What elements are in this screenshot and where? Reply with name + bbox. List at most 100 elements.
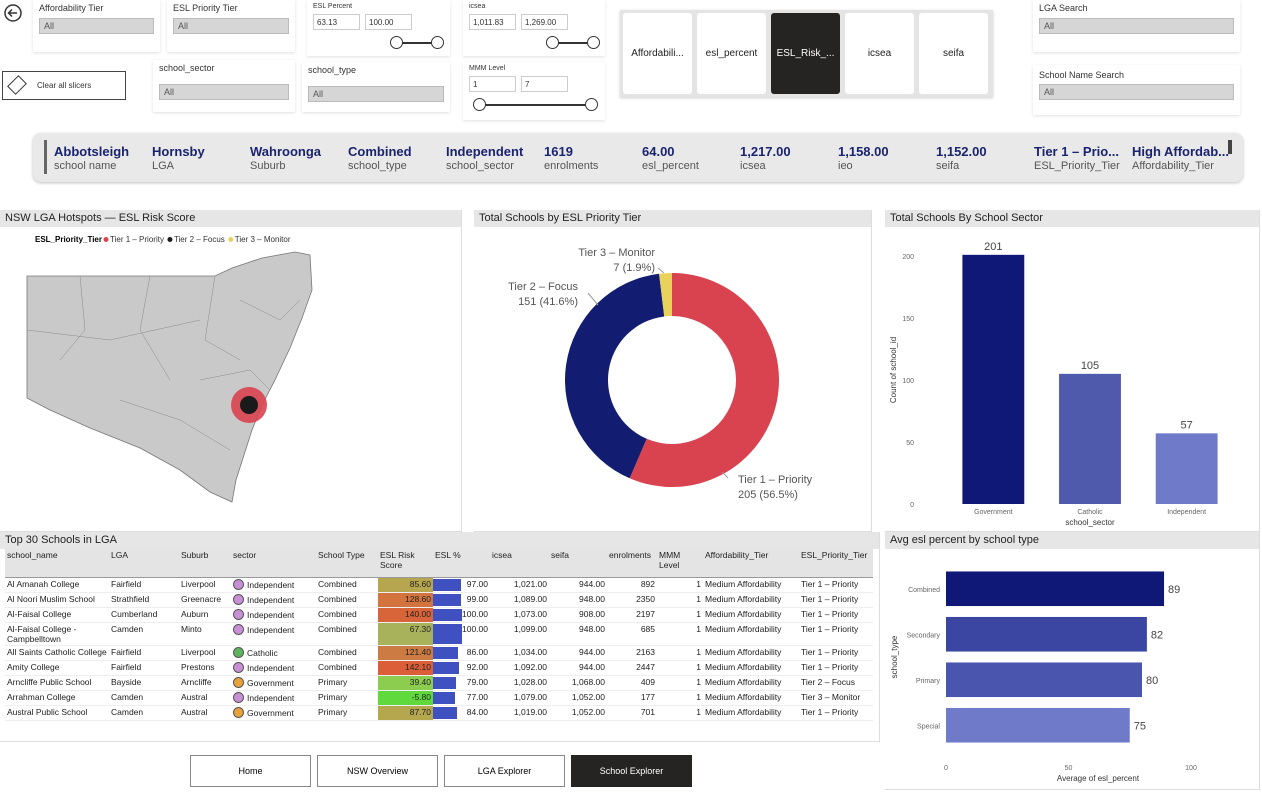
- table-row[interactable]: Al Noori Muslim School Strathfield Greenac…: [5, 592, 873, 608]
- cell-text: Tier 3 – Monitor: [801, 692, 861, 702]
- column-header[interactable]: sector: [231, 549, 316, 578]
- card-label: seifa: [936, 160, 960, 172]
- range-min[interactable]: 63.13: [313, 14, 360, 30]
- table-cell: 1: [657, 607, 703, 623]
- column-header[interactable]: icsea: [490, 549, 549, 578]
- clear-slicers-button[interactable]: Clear all slicers: [2, 71, 126, 100]
- column-header[interactable]: seifa: [549, 549, 607, 578]
- column-header[interactable]: Affordability_Tier: [703, 549, 799, 578]
- nav-button[interactable]: Home: [190, 755, 311, 787]
- slicer-dropdown[interactable]: All: [308, 86, 444, 102]
- cell-text: Arncliffe Public School: [7, 677, 92, 687]
- column-header[interactable]: ESL Risk Score: [378, 549, 433, 578]
- range-handle[interactable]: [431, 36, 444, 49]
- sector-icon: [233, 594, 244, 605]
- column-header[interactable]: ESL %: [433, 549, 490, 578]
- x-axis-label: Average of esl_percent: [1057, 774, 1140, 783]
- cell-text: Medium Affordability: [705, 677, 782, 687]
- panel-title: NSW LGA Hotspots — ESL Risk Score: [0, 210, 461, 227]
- slicer-title: icsea: [469, 3, 486, 10]
- table-row[interactable]: All Saints Catholic College Fairfield Live…: [5, 645, 873, 661]
- table-cell: Fairfield: [109, 645, 179, 661]
- data-bar: [433, 707, 457, 719]
- slicer-dropdown[interactable]: All: [173, 18, 289, 34]
- legend-dot: [167, 237, 173, 242]
- field-button[interactable]: ESL_Risk_...: [771, 13, 840, 94]
- card-label: ieo: [838, 160, 853, 172]
- table-cell: 142.10: [378, 660, 433, 676]
- column-header[interactable]: ESL_Priority_Tier: [799, 549, 873, 578]
- card-value: Independent: [446, 144, 524, 159]
- table-row[interactable]: Al-Faisal College Cumberland Auburn Indepen…: [5, 607, 873, 623]
- table-cell: Combined: [316, 645, 378, 661]
- column-header[interactable]: LGA: [109, 549, 179, 578]
- field-button[interactable]: esl_percent: [697, 13, 766, 94]
- nav-button[interactable]: LGA Explorer: [444, 755, 565, 787]
- table-row[interactable]: Amity College Fairfield Prestons Independen…: [5, 660, 873, 676]
- table-cell: Liverpool: [179, 645, 231, 661]
- slicer-dropdown[interactable]: All: [1039, 84, 1234, 100]
- table-row[interactable]: Al-Faisal College - Campbelltown Camden Mi…: [5, 622, 873, 646]
- table-cell: 92.00: [433, 660, 490, 676]
- table-cell: Greenacre: [179, 592, 231, 608]
- range-max[interactable]: 100.00: [365, 14, 412, 30]
- data-bar: [433, 647, 458, 659]
- range-min[interactable]: 1: [469, 76, 516, 92]
- cell-text: Catholic: [247, 648, 278, 658]
- bar: [946, 616, 1147, 652]
- cell-text: Independent: [247, 625, 295, 635]
- range-min[interactable]: 1,011.83: [469, 14, 516, 30]
- nav-button[interactable]: NSW Overview: [317, 755, 438, 787]
- slicer-dropdown[interactable]: All: [1039, 18, 1234, 34]
- field-button[interactable]: icsea: [845, 13, 914, 94]
- y-axis-label: Count of school_id: [889, 337, 898, 403]
- table-row[interactable]: Austral Public School Camden Austral Govern…: [5, 705, 873, 721]
- table-cell: Austral: [179, 690, 231, 706]
- column-header[interactable]: MMM Level: [657, 549, 703, 578]
- column-header[interactable]: Suburb: [179, 549, 231, 578]
- range-max[interactable]: 7: [521, 76, 568, 92]
- table-cell: 1,099.00: [490, 622, 549, 646]
- table-cell: 1: [657, 660, 703, 676]
- range-max[interactable]: 1,269.00: [521, 14, 568, 30]
- column-header[interactable]: enrolments: [607, 549, 657, 578]
- bar-value-label: 89: [1168, 584, 1180, 596]
- table-row[interactable]: Al Amanah College Fairfield Liverpool Indep…: [5, 577, 873, 593]
- table-cell: 1,021.00: [490, 577, 549, 593]
- table-cell: 948.00: [549, 622, 607, 646]
- range-handle[interactable]: [587, 36, 600, 49]
- table-cell: 1,073.00: [490, 607, 549, 623]
- field-button[interactable]: seifa: [919, 13, 988, 94]
- cell-text: 892: [640, 579, 655, 589]
- table-cell: 1,034.00: [490, 645, 549, 661]
- slicer-dropdown[interactable]: All: [159, 84, 289, 100]
- back-icon: [4, 4, 22, 22]
- column-header[interactable]: School Type: [316, 549, 378, 578]
- card-value: 1,152.00: [936, 144, 987, 159]
- range-handle[interactable]: [390, 36, 403, 49]
- cell-text: Medium Affordability: [705, 647, 782, 657]
- table-row[interactable]: Arrahman College Camden Austral Independent…: [5, 690, 873, 706]
- cell-text: Combined: [318, 609, 357, 619]
- table-cell: Primary: [316, 705, 378, 721]
- table-cell: 140.00: [378, 607, 433, 623]
- cell-text: 100.00: [462, 609, 488, 619]
- field-button[interactable]: Affordabili...: [623, 13, 692, 94]
- column-header[interactable]: school_name: [5, 549, 109, 578]
- bar-value-label: 201: [984, 241, 1002, 253]
- cell-text: Liverpool: [181, 647, 216, 657]
- cell-text: 79.00: [466, 677, 488, 687]
- data-bar: [433, 594, 462, 606]
- range-handle[interactable]: [473, 98, 486, 111]
- cell-text: 177: [640, 692, 655, 702]
- cell-text: Arrahman College: [7, 692, 76, 702]
- range-handle[interactable]: [585, 98, 598, 111]
- nav-button[interactable]: School Explorer: [571, 755, 692, 787]
- slicer-dropdown[interactable]: All: [39, 18, 154, 34]
- cell-text: Independent: [247, 693, 295, 703]
- table-cell: Medium Affordability: [703, 705, 799, 721]
- table-cell: Prestons: [179, 660, 231, 676]
- panel-title: Avg esl percent by school type: [885, 532, 1259, 549]
- table-row[interactable]: Arncliffe Public School Bayside Arncliffe G…: [5, 675, 873, 691]
- range-handle[interactable]: [546, 36, 559, 49]
